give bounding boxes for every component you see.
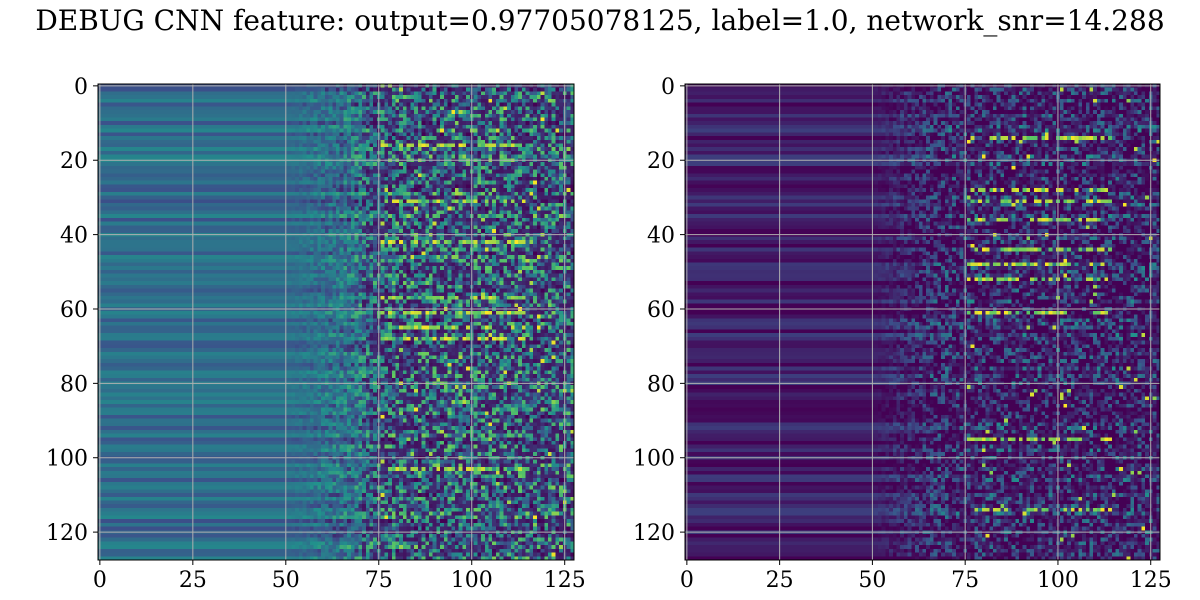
y-tick-label: 60 — [647, 298, 675, 323]
x-tick-label: 75 — [951, 568, 979, 593]
x-tick-label: 50 — [272, 568, 300, 593]
heatmap-panel-left: 0 25 50 75 100 125 0 20 40 60 80 100 120 — [46, 75, 586, 593]
figure-title: DEBUG CNN feature: output=0.97705078125,… — [35, 4, 1165, 37]
x-tick-label: 0 — [680, 568, 694, 593]
y-tick-label: 0 — [661, 75, 675, 100]
y-tick-label: 120 — [633, 521, 675, 546]
y-tick-label: 60 — [60, 298, 88, 323]
x-tick-label: 50 — [858, 568, 886, 593]
x-tick-label: 100 — [451, 568, 493, 593]
heatmap-panel-right: 0 25 50 75 100 125 0 20 40 60 80 100 120 — [633, 75, 1172, 593]
x-tick-label: 125 — [1130, 568, 1172, 593]
x-tick-label: 75 — [365, 568, 393, 593]
heatmap-image — [98, 84, 574, 560]
x-tick-label: 25 — [179, 568, 207, 593]
y-tick-label: 20 — [647, 149, 675, 174]
y-tick-label: 20 — [60, 149, 88, 174]
x-tick-label: 0 — [93, 568, 107, 593]
y-tick-label: 80 — [60, 372, 88, 397]
y-tick-label: 80 — [647, 372, 675, 397]
heatmap-image — [685, 84, 1160, 560]
y-tick-label: 0 — [74, 75, 88, 100]
axes-frame — [97, 83, 575, 561]
y-tick-label: 100 — [633, 447, 675, 472]
x-tick-label: 25 — [766, 568, 794, 593]
x-tick-label: 100 — [1037, 568, 1079, 593]
y-tick-label: 40 — [647, 224, 675, 249]
axes-frame — [684, 83, 1161, 561]
y-tick-label: 120 — [46, 521, 88, 546]
y-tick-label: 40 — [60, 224, 88, 249]
y-tick-label: 100 — [46, 447, 88, 472]
x-tick-label: 125 — [544, 568, 586, 593]
